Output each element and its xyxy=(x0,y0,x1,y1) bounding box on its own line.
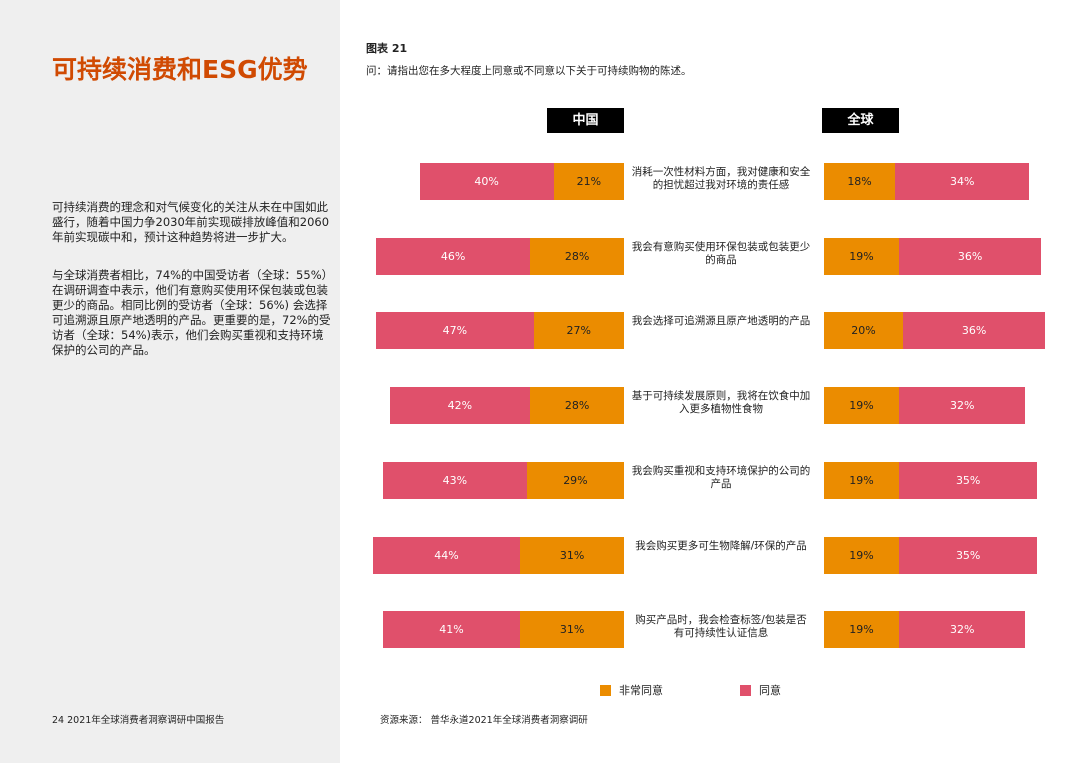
category-label: 我会有意购买使用环保包装或包装更少的商品 xyxy=(631,240,811,266)
bar-global-strongly-agree: 19% xyxy=(824,237,900,275)
panel-header-global: 全球 xyxy=(822,108,899,133)
legend-swatch xyxy=(740,684,751,696)
bar-china-strongly-agree: 28% xyxy=(530,387,624,425)
bar-global-agree: 36% xyxy=(899,237,1042,275)
bar-global-agree: 32% xyxy=(899,387,1026,425)
bar-global-agree: 36% xyxy=(903,312,1046,350)
category-label: 我会购买更多可生物降解/环保的产品 xyxy=(635,539,807,552)
bar-global-strongly-agree: 20% xyxy=(824,312,903,350)
chart-title: 图表 21 xyxy=(366,42,408,55)
bar-china-agree: 47% xyxy=(376,312,534,350)
bar-china-agree: 44% xyxy=(372,536,521,574)
category-label: 消耗一次性材料方面，我对健康和安全的担忧超过我对环境的责任感 xyxy=(631,166,811,191)
left-panel xyxy=(0,0,340,763)
bar-global-strongly-agree: 19% xyxy=(824,611,900,649)
bar-china-strongly-agree: 31% xyxy=(520,611,624,649)
bar-china-agree: 41% xyxy=(382,611,521,649)
panel-header-china: 中国 xyxy=(547,108,624,133)
bar-china-strongly-agree: 31% xyxy=(520,536,624,574)
bar-global-strongly-agree: 18% xyxy=(824,163,896,200)
page-title: 可持续消费和ESG优势 xyxy=(52,55,308,84)
page-footer: 24 2021年全球消费者洞察调研中国报告 xyxy=(52,715,225,726)
legend-item: 同意 xyxy=(740,682,781,698)
bar-china-agree: 40% xyxy=(419,163,554,200)
category-label: 购买产品时，我会检查标签/包装是否有可持续性认证信息 xyxy=(635,614,807,640)
bar-china-strongly-agree: 28% xyxy=(530,237,624,275)
chart-subtitle: 问：请指出您在多大程度上同意或不同意以下关于可持续购物的陈述。 xyxy=(366,65,692,77)
legend-item: 非常同意 xyxy=(600,682,663,698)
paragraph: 与全球消费者相比，74%的中国受访者（全球：55%）在调研调查中表示，他们有意购… xyxy=(52,268,334,357)
category-label: 我会购买重视和支持环境保护的公司的产品 xyxy=(631,464,811,490)
bar-global-strongly-agree: 19% xyxy=(824,387,900,425)
source-note: 资源来源： 普华永道2021年全球消费者洞察调研 xyxy=(380,715,588,726)
category-label: 基于可持续发展原则，我将在饮食中加入更多植物性食物 xyxy=(631,390,811,416)
bar-global-strongly-agree: 19% xyxy=(824,536,900,574)
bar-global-strongly-agree: 19% xyxy=(824,461,900,499)
bar-china-agree: 43% xyxy=(382,461,527,499)
bar-global-agree: 35% xyxy=(899,461,1038,499)
legend-label: 同意 xyxy=(759,684,781,697)
bar-china-strongly-agree: 29% xyxy=(526,461,624,499)
bar-global-agree: 34% xyxy=(895,163,1030,200)
bar-global-agree: 32% xyxy=(899,611,1026,649)
category-label: 我会选择可追溯源且原产地透明的产品 xyxy=(631,315,811,328)
legend-swatch xyxy=(600,684,611,696)
bar-china-strongly-agree: 21% xyxy=(553,163,624,200)
bar-global-agree: 35% xyxy=(899,536,1038,574)
bar-china-agree: 42% xyxy=(389,387,531,425)
paragraph: 可持续消费的理念和对气候变化的关注从未在中国如此盛行，随着中国力争2030年前实… xyxy=(52,200,330,244)
legend-label: 非常同意 xyxy=(619,684,663,697)
bar-china-strongly-agree: 27% xyxy=(533,312,624,350)
bar-china-agree: 46% xyxy=(376,237,531,275)
